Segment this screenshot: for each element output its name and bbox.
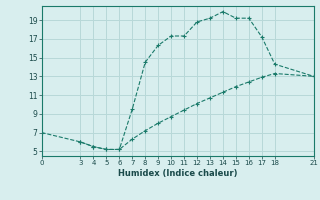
X-axis label: Humidex (Indice chaleur): Humidex (Indice chaleur): [118, 169, 237, 178]
